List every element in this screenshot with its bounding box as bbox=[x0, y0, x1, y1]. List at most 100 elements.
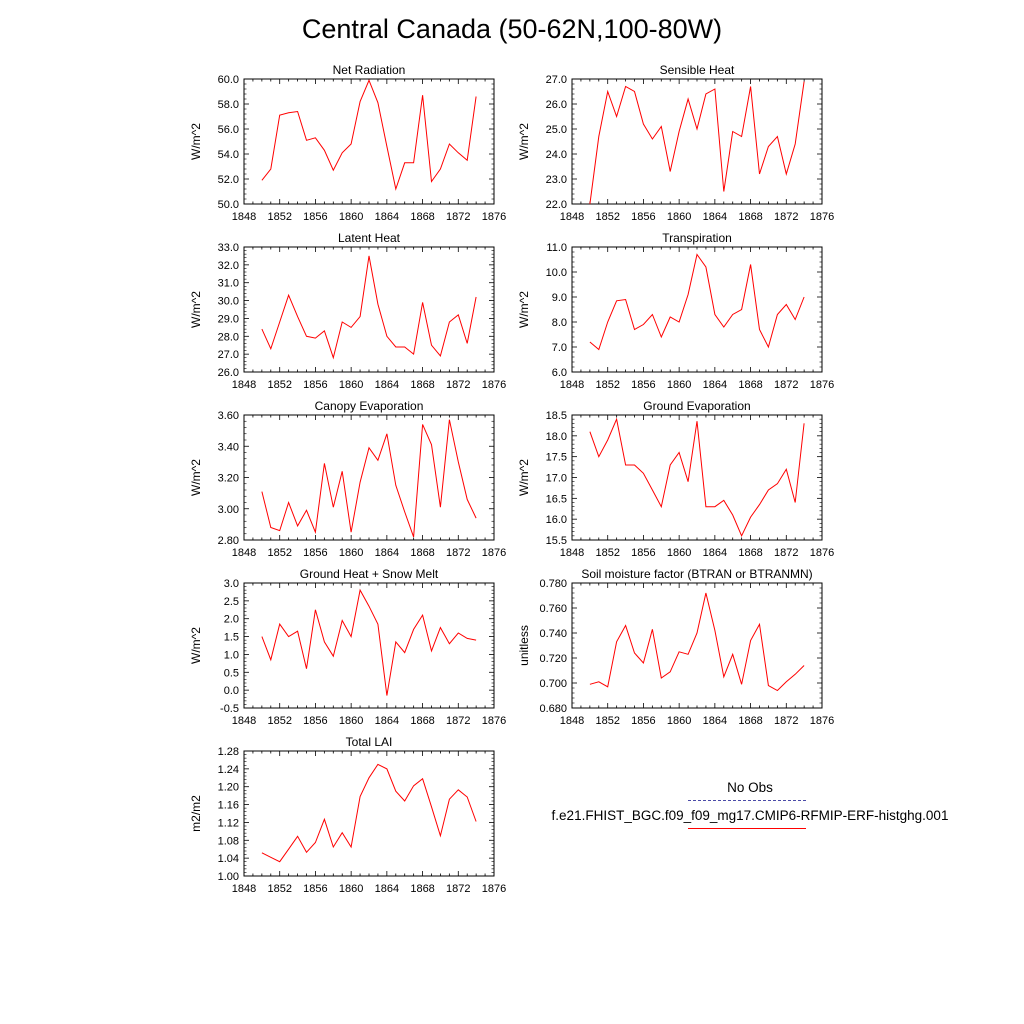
x-tick-label: 1868 bbox=[410, 211, 434, 223]
y-tick-label: 2.80 bbox=[218, 535, 239, 547]
x-tick-label: 1864 bbox=[703, 715, 727, 727]
y-tick-label: 33.0 bbox=[218, 242, 239, 254]
y-axis-label: W/m^2 bbox=[517, 459, 531, 496]
y-tick-label: 52.0 bbox=[218, 174, 239, 186]
y-tick-label: 1.08 bbox=[218, 835, 239, 847]
y-axis-label: W/m^2 bbox=[517, 123, 531, 160]
legend-model-label: f.e21.FHIST_BGC.f09_f09_mg17.CMIP6-RFMIP… bbox=[551, 808, 949, 823]
x-tick-label: 1876 bbox=[482, 211, 506, 223]
y-tick-label: 30.0 bbox=[218, 296, 239, 308]
x-tick-label: 1868 bbox=[410, 547, 434, 559]
y-tick-label: 23.0 bbox=[546, 174, 567, 186]
y-tick-label: 10.0 bbox=[546, 267, 567, 279]
y-tick-label: 0.5 bbox=[224, 667, 239, 679]
y-tick-label: 3.20 bbox=[218, 473, 239, 485]
x-tick-label: 1852 bbox=[267, 211, 291, 223]
x-tick-label: 1860 bbox=[339, 883, 363, 895]
panel-title: Sensible Heat bbox=[660, 63, 735, 77]
y-tick-label: 16.0 bbox=[546, 514, 567, 526]
series-line bbox=[589, 253, 805, 351]
legend: No Obs f.e21.FHIST_BGC.f09_f09_mg17.CMIP… bbox=[530, 778, 970, 848]
x-tick-label: 1872 bbox=[446, 211, 470, 223]
y-tick-label: 54.0 bbox=[218, 149, 239, 161]
x-tick-label: 1864 bbox=[375, 379, 399, 391]
x-tick-label: 1860 bbox=[339, 211, 363, 223]
x-tick-label: 1860 bbox=[667, 379, 691, 391]
x-tick-label: 1864 bbox=[703, 211, 727, 223]
x-tick-label: 1864 bbox=[375, 211, 399, 223]
x-tick-label: 1852 bbox=[595, 211, 619, 223]
panel-8: Total LAI m2/m2 1848 1852 1856 1860 1864 1868 18… bbox=[189, 735, 506, 895]
x-tick-label: 1872 bbox=[774, 547, 798, 559]
y-axis-label: m2/m2 bbox=[189, 795, 203, 832]
y-tick-label: 0.0 bbox=[224, 685, 239, 697]
panel-title: Ground Evaporation bbox=[643, 399, 750, 413]
panel-1: Sensible Heat W/m^2 1848 1852 1856 1860 1864 18… bbox=[517, 63, 834, 223]
x-tick-label: 1860 bbox=[667, 715, 691, 727]
x-tick-label: 1856 bbox=[631, 379, 655, 391]
x-tick-label: 1868 bbox=[738, 547, 762, 559]
x-tick-label: 1876 bbox=[810, 211, 834, 223]
panel-title: Canopy Evaporation bbox=[315, 399, 424, 413]
panel-title: Net Radiation bbox=[333, 63, 406, 77]
y-tick-label: 24.0 bbox=[546, 149, 567, 161]
x-tick-label: 1856 bbox=[631, 715, 655, 727]
y-tick-label: 50.0 bbox=[218, 199, 239, 211]
legend-obs-line bbox=[688, 800, 806, 801]
x-tick-label: 1868 bbox=[738, 379, 762, 391]
y-tick-label: 3.60 bbox=[218, 410, 239, 422]
x-tick-label: 1876 bbox=[810, 547, 834, 559]
legend-model-line bbox=[688, 828, 806, 829]
x-tick-label: 1872 bbox=[446, 883, 470, 895]
x-tick-label: 1848 bbox=[560, 211, 584, 223]
series-line bbox=[261, 255, 477, 360]
y-tick-label: 27.0 bbox=[218, 349, 239, 361]
y-tick-label: 31.0 bbox=[218, 278, 239, 290]
y-tick-label: 1.00 bbox=[218, 871, 239, 883]
x-tick-label: 1852 bbox=[267, 547, 291, 559]
y-tick-label: 56.0 bbox=[218, 124, 239, 136]
y-tick-label: 26.0 bbox=[546, 99, 567, 111]
panel-frame bbox=[571, 414, 823, 541]
x-tick-label: 1876 bbox=[482, 883, 506, 895]
x-tick-label: 1864 bbox=[703, 547, 727, 559]
x-tick-label: 1868 bbox=[410, 715, 434, 727]
y-tick-label: 2.0 bbox=[224, 614, 239, 626]
y-tick-label: 1.04 bbox=[218, 853, 239, 865]
y-tick-label: 0.780 bbox=[539, 578, 567, 590]
y-tick-label: 32.0 bbox=[218, 260, 239, 272]
y-tick-label: 9.0 bbox=[552, 292, 567, 304]
y-tick-label: 17.5 bbox=[546, 452, 567, 464]
y-tick-label: 1.28 bbox=[218, 746, 239, 758]
x-tick-label: 1876 bbox=[482, 715, 506, 727]
x-tick-label: 1848 bbox=[232, 715, 256, 727]
x-tick-label: 1872 bbox=[774, 715, 798, 727]
y-axis-label: W/m^2 bbox=[189, 291, 203, 328]
y-tick-label: 22.0 bbox=[546, 199, 567, 211]
x-tick-label: 1868 bbox=[738, 211, 762, 223]
x-tick-label: 1860 bbox=[339, 715, 363, 727]
x-tick-label: 1864 bbox=[375, 547, 399, 559]
y-tick-label: 28.0 bbox=[218, 331, 239, 343]
panel-7: Soil moisture factor (BTRAN or BTRANMN) u… bbox=[517, 567, 834, 727]
panel-5: Ground Evaporation W/m^2 1848 1852 1856 1860 1… bbox=[517, 399, 834, 559]
y-tick-label: 3.40 bbox=[218, 441, 239, 453]
x-tick-label: 1848 bbox=[232, 547, 256, 559]
series-line bbox=[261, 419, 477, 538]
y-axis-label: W/m^2 bbox=[189, 123, 203, 160]
y-tick-label: 1.20 bbox=[218, 782, 239, 794]
x-tick-label: 1852 bbox=[267, 883, 291, 895]
x-tick-label: 1856 bbox=[303, 715, 327, 727]
y-tick-label: 27.0 bbox=[546, 74, 567, 86]
x-tick-label: 1876 bbox=[482, 379, 506, 391]
y-axis-label: unitless bbox=[517, 625, 531, 666]
y-tick-label: 1.5 bbox=[224, 632, 239, 644]
x-tick-label: 1848 bbox=[560, 715, 584, 727]
y-tick-label: 8.0 bbox=[552, 317, 567, 329]
x-tick-label: 1856 bbox=[631, 547, 655, 559]
y-tick-label: 0.760 bbox=[539, 603, 567, 615]
series-line bbox=[261, 588, 477, 696]
y-axis-label: W/m^2 bbox=[189, 627, 203, 664]
x-tick-label: 1852 bbox=[595, 715, 619, 727]
